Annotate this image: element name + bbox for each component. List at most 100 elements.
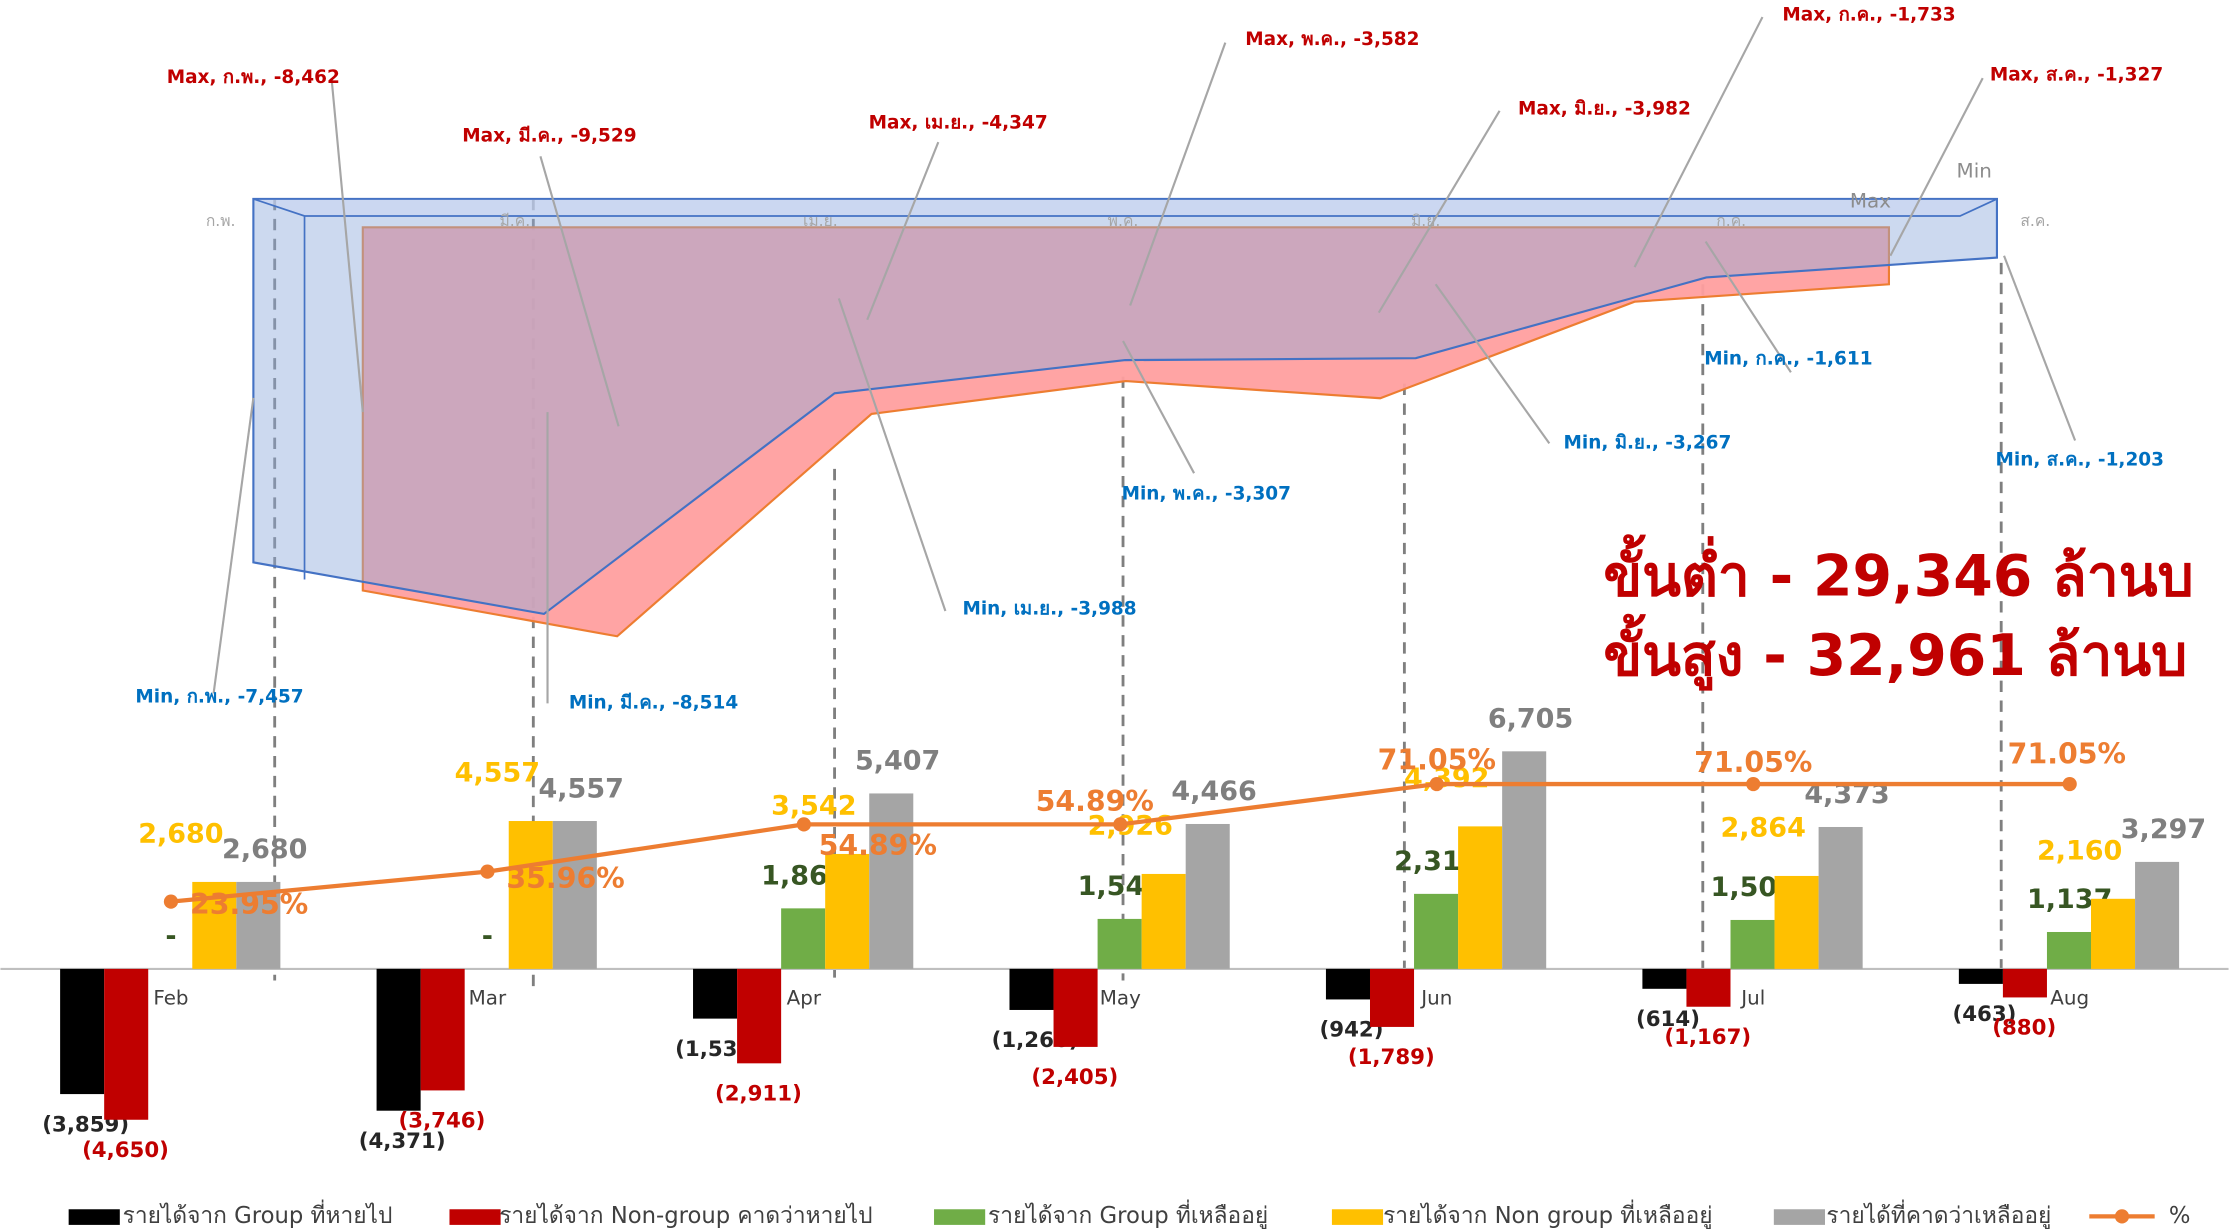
leader-line — [539, 156, 620, 427]
bar — [1141, 873, 1186, 969]
leader-line — [866, 141, 940, 321]
data-label: (614) — [1636, 1007, 1700, 1032]
bar — [781, 908, 826, 969]
data-label: Max, มี.ค., -9,529 — [462, 124, 636, 146]
line-point — [1113, 817, 1128, 832]
legend-label: % — [2169, 1203, 2191, 1229]
x-tick-label: ก.ค. — [1716, 211, 1746, 230]
data-label: Max, ก.พ., -8,462 — [167, 67, 340, 88]
leader-line — [2003, 255, 2077, 441]
x-tick-label: Jul — [1739, 986, 1765, 1009]
leader-line — [1122, 340, 1196, 474]
bar — [1414, 893, 1459, 969]
data-label: 71.05% — [1694, 746, 1812, 779]
bar — [825, 853, 870, 969]
x-tick-label: May — [1100, 986, 1141, 1009]
bar — [693, 968, 738, 1019]
data-label: 6,705 — [1488, 704, 1573, 735]
legend-label: รายได้จาก Group ที่เหลืออยู่ — [988, 1199, 1268, 1229]
x-tick-label: มี.ค. — [499, 211, 530, 230]
data-label: - — [482, 921, 493, 952]
line-point — [1746, 776, 1761, 792]
bar — [1009, 968, 1054, 1010]
bar — [2135, 861, 2180, 969]
area-top-face — [253, 198, 1998, 217]
bar — [1818, 826, 1863, 969]
data-label: (4,650) — [82, 1138, 169, 1163]
bar — [2046, 931, 2092, 969]
bar — [869, 793, 914, 969]
data-label: 4,466 — [1171, 776, 1256, 807]
data-label: (4,371) — [359, 1129, 446, 1154]
data-label: Min, ก.ค., -1,611 — [1704, 349, 1872, 370]
legend-swatch — [934, 1209, 986, 1225]
bar — [1097, 918, 1142, 969]
bar — [1774, 875, 1819, 969]
bar — [376, 968, 421, 1111]
data-label: 4,557 — [539, 773, 624, 804]
data-label: (1,167) — [1664, 1025, 1751, 1050]
data-label: 54.89% — [819, 829, 937, 862]
data-label: Min, ส.ค., -1,203 — [1996, 449, 2165, 470]
data-label: - — [165, 921, 176, 952]
data-label: 3,542 — [771, 791, 856, 822]
leader-line — [1889, 77, 1984, 257]
leader-line — [1633, 16, 1764, 268]
data-label: Max, ส.ค., -1,327 — [1990, 64, 2163, 85]
data-label: Min, เม.ย., -3,988 — [962, 599, 1136, 620]
x-tick-label: Mar — [469, 986, 507, 1009]
bar — [737, 968, 782, 1064]
legend-label: รายได้จาก Non-group คาดว่าหายไป — [499, 1202, 872, 1229]
legend-marker — [2114, 1209, 2130, 1224]
bar — [1325, 968, 1370, 1000]
data-label: Min, พ.ค., -3,307 — [1122, 484, 1291, 505]
data-label: (1,789) — [1348, 1045, 1435, 1070]
x-tick-label: เม.ย. — [803, 211, 838, 230]
bar — [1458, 826, 1503, 969]
bar — [1502, 751, 1547, 969]
annotation: ขั้นต่ำ - 29,346 ล้านบ — [1603, 534, 2193, 609]
data-label: Max, พ.ค., -3,582 — [1245, 29, 1419, 50]
data-label: (2,405) — [1031, 1065, 1118, 1090]
legend-swatch — [1773, 1209, 1825, 1225]
legend-label: รายได้ที่คาดว่าเหลืออยู่ — [1826, 1199, 2051, 1229]
legend-swatch — [68, 1209, 120, 1225]
line-point — [2062, 776, 2077, 792]
line-point — [1429, 776, 1444, 792]
leader-line — [212, 397, 255, 694]
bar — [2091, 898, 2136, 969]
data-label: Min, มี.ค., -8,514 — [569, 691, 738, 713]
x-tick-label: มิ.ย. — [1411, 211, 1440, 230]
area — [252, 197, 1999, 616]
data-label: 23.95% — [190, 888, 308, 921]
x-tick-label: Jun — [1419, 986, 1452, 1009]
bar — [420, 968, 465, 1091]
leader-line — [1704, 240, 1792, 373]
data-label: 2,680 — [222, 834, 307, 865]
data-label: (2,911) — [715, 1082, 802, 1107]
area — [361, 226, 1891, 638]
line-point — [480, 864, 495, 879]
leader-line — [1377, 110, 1501, 314]
data-label: 2,160 — [2037, 835, 2122, 866]
legend-swatch — [1331, 1209, 1384, 1225]
x-tick-label: Apr — [787, 986, 822, 1009]
bar — [1053, 968, 1098, 1047]
data-label: 54.89% — [1036, 785, 1154, 818]
data-label: 5,407 — [855, 746, 940, 777]
data-label: 4,557 — [455, 758, 540, 789]
data-label: Max, เม.ย., -4,347 — [869, 113, 1048, 134]
bar — [1730, 919, 1775, 969]
leader-line — [837, 298, 947, 612]
bar — [508, 821, 553, 969]
data-label: Min, มิ.ย., -3,267 — [1564, 432, 1732, 453]
x-tick-label: Feb — [153, 986, 188, 1009]
bar — [1185, 823, 1230, 969]
data-label: 71.05% — [2008, 738, 2126, 771]
legend-label: รายได้จาก Group ที่หายไป — [123, 1199, 393, 1229]
data-label: (3,746) — [399, 1109, 486, 1134]
bar — [1369, 968, 1415, 1027]
data-label: Max, ก.ค., -1,733 — [1782, 5, 1955, 26]
data-label: Max, มิ.ย., -3,982 — [1518, 98, 1691, 119]
